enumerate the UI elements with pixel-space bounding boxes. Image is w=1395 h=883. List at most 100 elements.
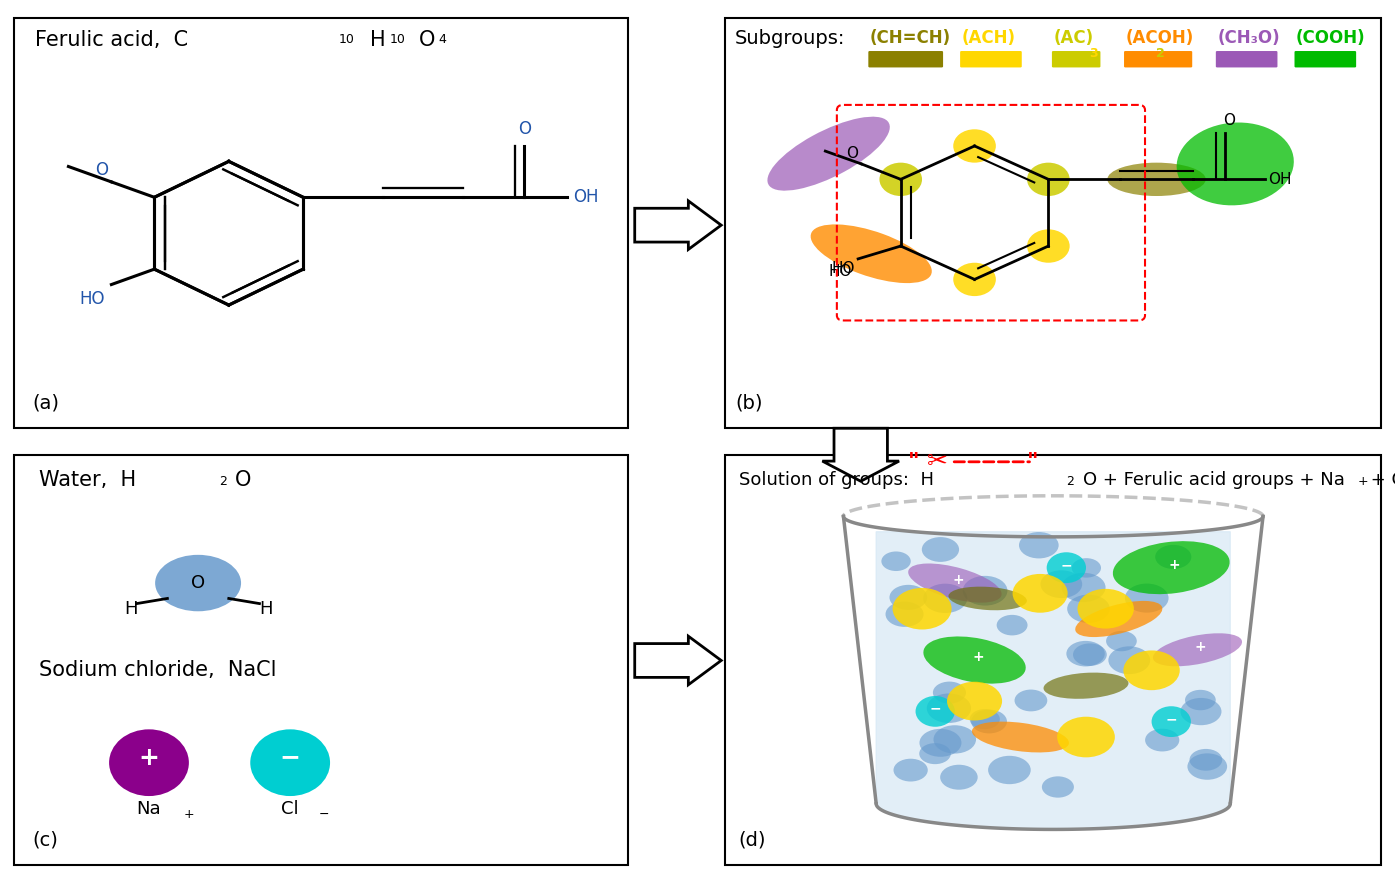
Text: (c): (c) xyxy=(32,831,59,850)
Polygon shape xyxy=(635,201,721,249)
Ellipse shape xyxy=(1109,646,1151,674)
Text: +: + xyxy=(184,808,194,820)
FancyBboxPatch shape xyxy=(725,18,1381,428)
Text: (ACOH): (ACOH) xyxy=(1126,29,1194,47)
Ellipse shape xyxy=(1018,532,1059,558)
Ellipse shape xyxy=(250,729,331,796)
Ellipse shape xyxy=(767,117,890,191)
Ellipse shape xyxy=(1013,574,1067,613)
FancyBboxPatch shape xyxy=(868,51,943,67)
FancyBboxPatch shape xyxy=(960,51,1021,67)
Ellipse shape xyxy=(922,537,960,562)
Ellipse shape xyxy=(1108,162,1205,196)
FancyBboxPatch shape xyxy=(1216,51,1278,67)
Ellipse shape xyxy=(1076,601,1162,637)
Text: Solution of groups:  H: Solution of groups: H xyxy=(738,472,933,489)
Ellipse shape xyxy=(886,601,923,627)
FancyBboxPatch shape xyxy=(1124,51,1193,67)
Ellipse shape xyxy=(919,743,951,764)
Text: Cl: Cl xyxy=(282,800,299,818)
Ellipse shape xyxy=(1062,573,1106,602)
Ellipse shape xyxy=(155,555,241,611)
Text: ": " xyxy=(908,452,919,472)
Text: 2: 2 xyxy=(219,475,227,488)
Ellipse shape xyxy=(963,576,1007,606)
Ellipse shape xyxy=(1190,749,1222,771)
Ellipse shape xyxy=(893,588,951,630)
Ellipse shape xyxy=(908,563,1002,602)
Text: ": " xyxy=(1027,452,1038,472)
Ellipse shape xyxy=(947,682,1002,721)
Ellipse shape xyxy=(109,729,188,796)
Text: (d): (d) xyxy=(738,831,766,850)
Text: H: H xyxy=(124,600,137,618)
Ellipse shape xyxy=(1124,584,1169,613)
Text: 4: 4 xyxy=(438,33,446,46)
FancyBboxPatch shape xyxy=(14,455,628,865)
Ellipse shape xyxy=(1155,545,1191,569)
Text: +: + xyxy=(1196,640,1207,654)
Ellipse shape xyxy=(926,693,971,723)
Text: (b): (b) xyxy=(735,394,763,413)
Text: OH: OH xyxy=(1268,172,1292,187)
Text: ✂: ✂ xyxy=(926,449,949,474)
Ellipse shape xyxy=(933,725,976,753)
Ellipse shape xyxy=(970,709,1000,729)
Text: O: O xyxy=(1222,113,1235,128)
Text: OH: OH xyxy=(573,188,598,207)
Ellipse shape xyxy=(1113,541,1229,594)
Text: (CH=CH): (CH=CH) xyxy=(869,29,951,47)
Text: HO: HO xyxy=(831,261,855,276)
Text: + Cl: + Cl xyxy=(1364,472,1395,489)
Text: +: + xyxy=(138,745,159,770)
Text: +: + xyxy=(972,651,983,665)
Ellipse shape xyxy=(882,552,911,571)
FancyBboxPatch shape xyxy=(725,455,1381,865)
Text: O: O xyxy=(95,162,109,179)
Text: Subgroups:: Subgroups: xyxy=(735,28,845,48)
Ellipse shape xyxy=(953,129,996,162)
Ellipse shape xyxy=(879,162,922,196)
Text: O: O xyxy=(518,120,530,139)
Polygon shape xyxy=(823,428,898,481)
Text: Water,  H: Water, H xyxy=(39,471,135,490)
Text: −: − xyxy=(279,745,301,770)
Ellipse shape xyxy=(915,696,954,727)
Ellipse shape xyxy=(949,586,1027,610)
Text: O: O xyxy=(191,574,205,592)
Ellipse shape xyxy=(1176,123,1293,206)
FancyBboxPatch shape xyxy=(1052,51,1101,67)
Ellipse shape xyxy=(1046,552,1085,583)
Ellipse shape xyxy=(1123,651,1180,691)
Text: −: − xyxy=(929,702,942,716)
Text: HO: HO xyxy=(80,290,105,307)
Ellipse shape xyxy=(1180,698,1222,725)
FancyBboxPatch shape xyxy=(1295,51,1356,67)
Ellipse shape xyxy=(1066,641,1105,667)
Ellipse shape xyxy=(972,721,1069,752)
Text: +: + xyxy=(1359,475,1368,488)
Text: +: + xyxy=(953,573,964,587)
Ellipse shape xyxy=(1027,162,1070,196)
Text: O: O xyxy=(418,30,435,49)
Ellipse shape xyxy=(890,585,928,610)
Ellipse shape xyxy=(923,637,1025,683)
Ellipse shape xyxy=(996,615,1028,636)
Text: H: H xyxy=(259,600,272,618)
Ellipse shape xyxy=(1152,706,1191,737)
Text: (AC): (AC) xyxy=(1053,29,1094,47)
Text: 10: 10 xyxy=(339,33,354,46)
Text: −: − xyxy=(1165,712,1177,726)
Text: 2: 2 xyxy=(1156,48,1165,60)
Ellipse shape xyxy=(1071,558,1101,577)
Text: (a): (a) xyxy=(32,394,60,413)
Text: 2: 2 xyxy=(1066,475,1074,488)
Ellipse shape xyxy=(1042,776,1074,797)
Ellipse shape xyxy=(1027,230,1070,263)
Ellipse shape xyxy=(940,765,978,789)
Text: O: O xyxy=(847,147,858,162)
Ellipse shape xyxy=(1041,570,1083,598)
Text: Sodium chloride,  NaCl: Sodium chloride, NaCl xyxy=(39,660,276,680)
Text: −: − xyxy=(318,808,329,820)
Text: −: − xyxy=(1060,558,1073,572)
